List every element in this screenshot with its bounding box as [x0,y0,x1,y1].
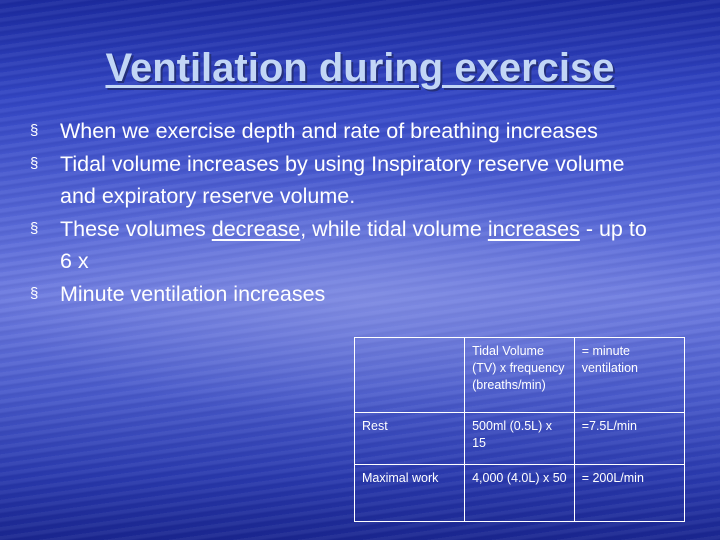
ventilation-table: Tidal Volume (TV) x frequency (breaths/m… [353,337,686,522]
table-header-row: Tidal Volume (TV) x frequency (breaths/m… [353,337,686,413]
bullet-marker-icon: § [30,284,39,302]
table-row: Maximal work 4,000 (4.0L) x 50 = 200L/mi… [353,464,686,522]
table-header-cell: Tidal Volume (TV) x frequency (breaths/m… [464,337,575,413]
slide-title: Ventilation during exercise [105,46,615,90]
bullet-text: Tidal volume increases by using Inspirat… [60,151,625,209]
table-cell: Maximal work [353,464,466,522]
bullet-text: When we exercise depth and rate of breat… [60,119,598,143]
bullet-list: § When we exercise depth and rate of bre… [30,115,660,310]
bullet-marker-icon: § [30,154,39,172]
table-cell: =7.5L/min [573,412,686,465]
table-row: Rest 500ml (0.5L) x 15 =7.5L/min [353,412,686,465]
table-header-cell [353,337,466,413]
underlined-word-increases: increases [487,216,580,241]
table-cell: = 200L/min [573,464,686,522]
table-cell: 4,000 (4.0L) x 50 [464,464,575,522]
bullet-marker-icon: § [30,219,39,237]
bullet-text-part: - up to 6 x [60,216,647,274]
bullet-item: § Minute ventilation increases [30,278,660,311]
table-header-cell: = minute ventilation [573,337,686,413]
bullet-item: § These volumes decrease, while tidal vo… [30,213,660,278]
table-cell: Rest [353,412,466,465]
bullet-item: § Tidal volume increases by using Inspir… [30,148,660,213]
bullet-text-part: , while tidal volume [300,216,488,241]
bullet-text: Minute ventilation increases [60,281,326,306]
table-cell: 500ml (0.5L) x 15 [464,412,575,465]
underlined-word-decrease: decrease [211,216,301,241]
bullet-item: § When we exercise depth and rate of bre… [30,115,660,148]
bullet-marker-icon: § [30,122,39,139]
bullet-text-part: These volumes [60,216,212,241]
